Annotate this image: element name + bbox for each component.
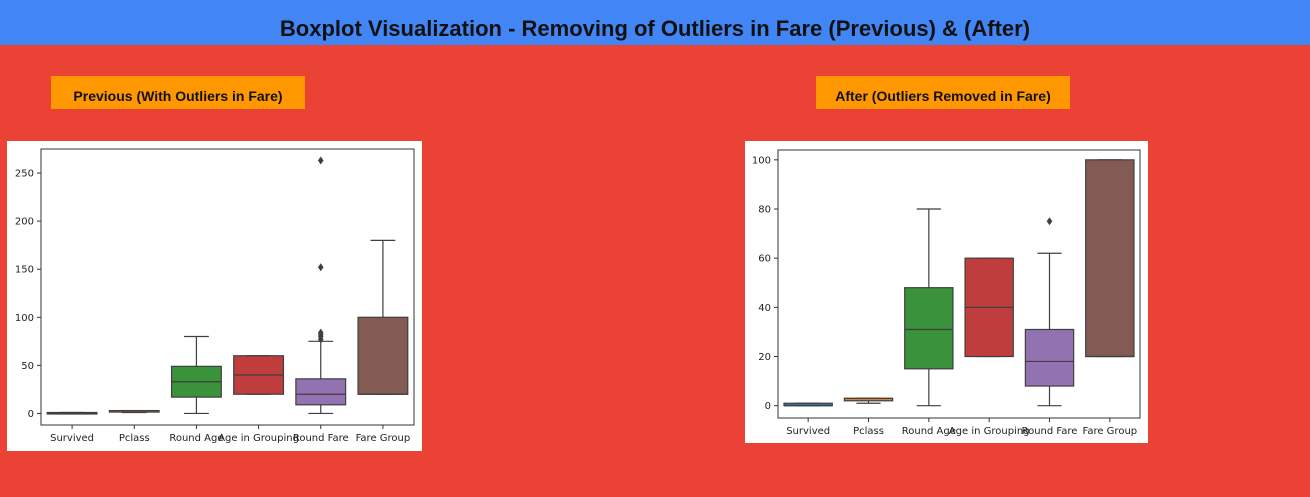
- chart1-box-0: [783, 402, 833, 407]
- chart1-xtick-label-4: Round Fare: [1022, 426, 1078, 437]
- chart1-box-1: [843, 397, 894, 404]
- chart1-ytick-label-2: 40: [758, 303, 771, 314]
- chart0-ytick-label-4: 200: [15, 217, 34, 228]
- chart0-box-5-iqr: [357, 316, 409, 395]
- chart0-xtick-label-5: Fare Group: [356, 433, 411, 444]
- chart1-ytick-label-5: 100: [752, 155, 771, 166]
- chart1-xtick-label-0: Survived: [786, 426, 830, 437]
- after-panel-label: After (Outliers Removed in Fare): [816, 76, 1070, 109]
- chart0-box-3: [233, 355, 285, 395]
- chart0-plot-frame: [40, 148, 415, 426]
- chart0-box-4-outlier-3: [317, 328, 324, 337]
- chart0-ytick-label-3: 150: [15, 265, 34, 276]
- chart0-ytick-label-5: 250: [15, 169, 34, 180]
- chart0-ytick-label-0: 0: [28, 409, 34, 420]
- chart0-xtick-label-0: Survived: [50, 433, 94, 444]
- chart1-xtick-label-1: Pclass: [853, 426, 884, 437]
- chart0-xtick-label-2: Round Age: [169, 433, 223, 444]
- chart0-box-5: [357, 239, 409, 395]
- page-title: Boxplot Visualization - Removing of Outl…: [279, 16, 1031, 41]
- after-boxplot-card: 0 20 40 60 80 100 Survived Pclass Round Age Age i…: [745, 141, 1148, 443]
- chart1-box-3: [964, 257, 1014, 358]
- chart0-box-2: [170, 335, 222, 415]
- chart0-box-4-outlier-4: [317, 263, 324, 272]
- chart1-xtick-label-2: Round Age: [902, 426, 956, 437]
- chart0-xtick-label-1: Pclass: [119, 433, 150, 444]
- previous-boxplot-card: 0 50 100 150 200 250 Survived Pclass Round Age Ag…: [7, 141, 422, 451]
- chart1-plot-frame: [777, 149, 1141, 419]
- chart0-box-4-iqr: [295, 378, 347, 406]
- chart0-box-4-outlier-5: [317, 156, 324, 165]
- chart0-xtick-label-3: Age in Grouping: [218, 433, 299, 444]
- chart1-box-2-iqr: [904, 287, 954, 370]
- chart1-box-5: [1085, 159, 1135, 358]
- chart1-ytick-label-1: 20: [758, 352, 771, 363]
- chart0-xtick-label-4: Round Fare: [293, 433, 349, 444]
- chart1-box-5-iqr: [1085, 159, 1135, 358]
- chart1-xtick-label-3: Age in Grouping: [949, 426, 1030, 437]
- chart1-ytick-label-3: 60: [758, 254, 771, 265]
- chart1-ytick-label-0: 0: [765, 401, 771, 412]
- chart0-ytick-label-1: 50: [21, 361, 34, 372]
- previous-panel-label: Previous (With Outliers in Fare): [51, 76, 305, 109]
- chart0-box-4: [295, 156, 347, 415]
- chart1-ytick-label-4: 80: [758, 205, 771, 216]
- chart0-box-1: [108, 409, 160, 414]
- chart0-ytick-label-2: 100: [15, 313, 34, 324]
- previous-boxplot-chart: 0 50 100 150 200 250 Survived Pclass Round AgeAg…: [15, 148, 415, 444]
- chart1-box-2: [904, 208, 954, 407]
- chart1-box-4-outlier-0: [1046, 217, 1053, 226]
- chart1-box-4: [1024, 217, 1075, 407]
- chart1-xtick-label-5: Fare Group: [1083, 426, 1138, 437]
- header-bar: Boxplot Visualization - Removing of Outl…: [0, 0, 1310, 45]
- chart1-box-4-iqr: [1024, 328, 1075, 387]
- chart0-box-0: [46, 411, 98, 415]
